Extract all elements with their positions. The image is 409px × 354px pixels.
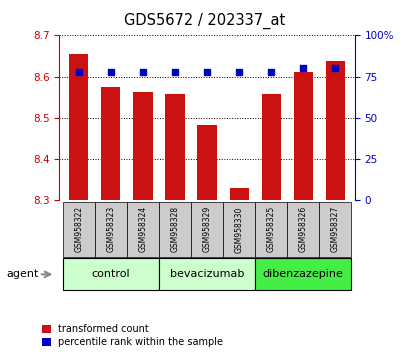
Text: GSM958325: GSM958325 (266, 206, 275, 252)
Bar (133, 92, 152, 200)
Text: GSM958329: GSM958329 (202, 206, 211, 252)
Text: GSM958330: GSM958330 (234, 206, 243, 252)
Bar (63, 258, 159, 290)
Text: bevacizumab: bevacizumab (169, 269, 244, 279)
Point (331, 65, 338, 71)
Bar (319, 202, 351, 257)
Text: GSM958322: GSM958322 (74, 206, 83, 252)
Text: GSM958327: GSM958327 (330, 206, 339, 252)
Bar (101, 87, 120, 200)
Bar (94, 202, 126, 257)
Bar (191, 202, 222, 257)
Text: GSM958326: GSM958326 (298, 206, 307, 252)
Bar (229, 188, 248, 200)
Text: GSM958324: GSM958324 (138, 206, 147, 252)
Text: dibenzazepine: dibenzazepine (262, 269, 343, 279)
Bar (293, 73, 312, 200)
Point (171, 69, 178, 74)
Text: GSM958323: GSM958323 (106, 206, 115, 252)
Bar (159, 258, 254, 290)
Text: agent: agent (6, 269, 38, 279)
Bar (254, 202, 287, 257)
Bar (69, 54, 88, 200)
Bar (63, 202, 94, 257)
Text: control: control (91, 269, 130, 279)
Bar (126, 202, 159, 257)
Point (299, 65, 306, 71)
Bar (261, 94, 280, 200)
Point (139, 69, 146, 74)
Legend: transformed count, percentile rank within the sample: transformed count, percentile rank withi… (42, 325, 223, 347)
Bar (197, 125, 216, 200)
Bar (325, 61, 344, 200)
Bar (159, 202, 191, 257)
Point (267, 69, 274, 74)
Bar (222, 202, 254, 257)
Text: GSM958328: GSM958328 (170, 206, 179, 252)
Bar (165, 94, 184, 200)
Bar (254, 258, 351, 290)
Bar (287, 202, 319, 257)
Text: GDS5672 / 202337_at: GDS5672 / 202337_at (124, 12, 285, 29)
Point (203, 69, 210, 74)
Point (235, 69, 242, 74)
Point (107, 69, 114, 74)
Point (75, 69, 82, 74)
